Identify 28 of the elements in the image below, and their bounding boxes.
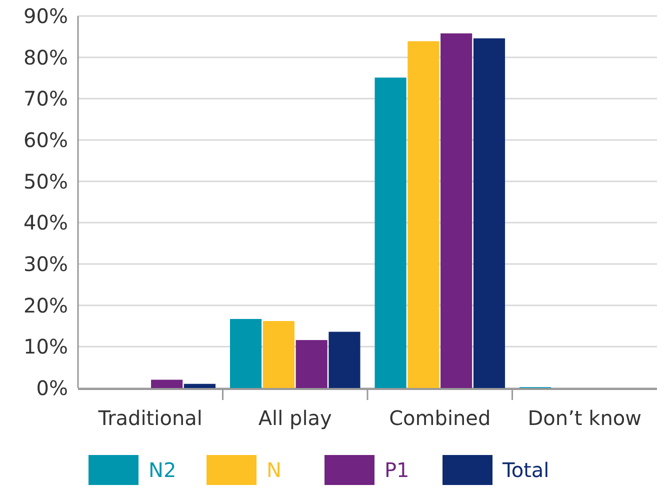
- bar: [230, 318, 262, 388]
- x-tick-label: Traditional: [97, 406, 202, 430]
- y-tick-label: 20%: [24, 293, 68, 318]
- legend-label: N2: [148, 458, 176, 482]
- bar: [473, 38, 506, 388]
- y-tick-label: 0%: [36, 376, 68, 400]
- legend-label: P1: [384, 458, 410, 482]
- bar: [440, 33, 472, 388]
- bar: [408, 41, 440, 388]
- y-tick-label: 80%: [24, 45, 68, 70]
- legend-label: N: [266, 458, 282, 482]
- x-tick-label: Combined: [389, 406, 491, 430]
- bar: [184, 384, 216, 388]
- bar: [374, 78, 406, 388]
- y-tick-label: 60%: [24, 128, 68, 152]
- legend-label: Total: [502, 458, 550, 482]
- bar: [296, 340, 328, 388]
- y-tick-label: 50%: [24, 169, 68, 194]
- bar: [262, 321, 294, 388]
- y-tick-label: 40%: [24, 210, 68, 235]
- y-tick-label: 10%: [24, 334, 68, 359]
- y-tick-label: 90%: [24, 4, 68, 28]
- y-tick-label: 70%: [24, 86, 68, 111]
- x-tick-label: All play: [258, 406, 332, 430]
- x-tick-label: Don’t know: [528, 406, 642, 430]
- bar: [151, 380, 183, 388]
- bar: [328, 332, 360, 388]
- y-tick-label: 30%: [24, 252, 68, 276]
